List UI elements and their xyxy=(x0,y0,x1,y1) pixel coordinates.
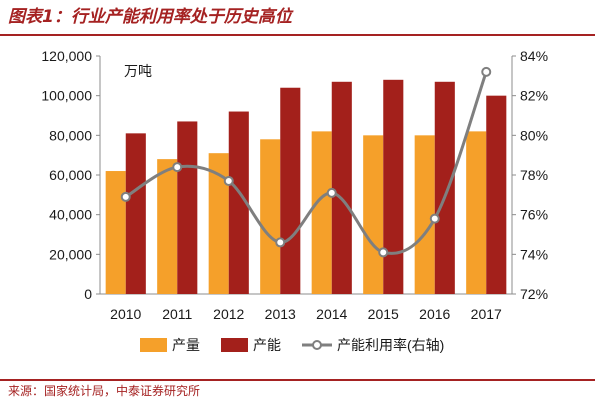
left-tick-label: 20,000 xyxy=(49,246,92,262)
production-bar xyxy=(157,159,178,294)
bar-series xyxy=(105,79,507,295)
capacity-bar xyxy=(280,87,301,294)
left-tick-label: 100,000 xyxy=(41,88,92,104)
production-bar xyxy=(208,153,229,294)
x-category-label: 2014 xyxy=(316,306,347,322)
legend-utilization-label: 产能利用率(右轴) xyxy=(337,337,444,353)
left-tick-label: 40,000 xyxy=(49,207,92,223)
legend-production-label: 产量 xyxy=(172,337,200,353)
right-tick-label: 78% xyxy=(520,167,548,183)
capacity-bar xyxy=(331,81,352,295)
utilization-point xyxy=(481,66,492,77)
production-bar xyxy=(260,139,281,294)
x-category-label: 2015 xyxy=(368,306,399,322)
x-category-label: 2012 xyxy=(213,306,244,322)
capacity-bar xyxy=(383,79,404,294)
right-tick-label: 84% xyxy=(520,48,548,64)
legend-capacity-swatch xyxy=(221,338,248,352)
x-category-label: 2013 xyxy=(265,306,296,322)
right-tick-label: 80% xyxy=(520,127,548,143)
capacity-bar xyxy=(228,111,249,295)
utilization-point xyxy=(326,187,337,198)
source-rule xyxy=(0,379,595,381)
capacity-bar xyxy=(486,95,507,295)
source-note: 来源：国家统计局，中泰证券研究所 xyxy=(8,384,201,398)
x-category-label: 2010 xyxy=(110,306,141,322)
x-category-label: 2017 xyxy=(471,306,502,322)
production-bar xyxy=(414,135,435,294)
utilization-point xyxy=(120,191,131,202)
x-axis-categories: 2010 2011 2012 2013 2014 2015 2016 2017 xyxy=(110,306,502,322)
capacity-bar xyxy=(434,81,455,295)
chart-title: 图表1：行业产能利用率处于历史高位 xyxy=(8,7,292,27)
utilization-point xyxy=(378,247,389,258)
right-axis-ticks: 72% 74% 76% 78% 80% 82% 84% xyxy=(512,48,548,302)
unit-label: 万吨 xyxy=(124,63,152,79)
production-bar xyxy=(311,131,332,294)
utilization-point xyxy=(429,213,440,224)
utilization-point xyxy=(172,162,183,173)
left-axis-ticks: 0 20,000 40,000 60,000 80,000 100,000 120,000 xyxy=(41,48,100,302)
production-bar xyxy=(105,171,126,294)
x-category-label: 2011 xyxy=(162,306,192,322)
capacity-bar xyxy=(125,133,146,294)
production-bar xyxy=(466,131,487,294)
right-tick-label: 74% xyxy=(520,246,548,262)
legend-utilization-marker xyxy=(312,340,322,350)
right-tick-label: 76% xyxy=(520,207,548,223)
left-tick-label: 80,000 xyxy=(49,127,92,143)
left-tick-label: 0 xyxy=(84,286,92,302)
legend-capacity-label: 产能 xyxy=(253,337,281,353)
right-tick-label: 72% xyxy=(520,286,548,302)
left-tick-label: 60,000 xyxy=(49,167,92,183)
utilization-point xyxy=(223,175,234,186)
title-rule xyxy=(0,34,595,36)
legend-production-swatch xyxy=(140,338,167,352)
right-tick-label: 82% xyxy=(520,88,548,104)
left-tick-label: 120,000 xyxy=(41,48,92,64)
legend: 产量 产能 产能利用率(右轴) xyxy=(140,337,444,353)
utilization-line-series xyxy=(120,66,492,258)
capacity-bar xyxy=(177,121,198,294)
production-bar xyxy=(363,135,384,294)
x-category-label: 2016 xyxy=(419,306,450,322)
utilization-point xyxy=(275,237,286,248)
